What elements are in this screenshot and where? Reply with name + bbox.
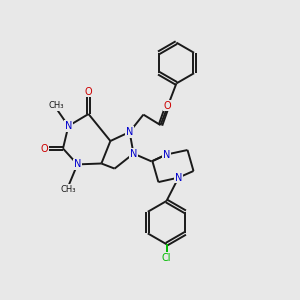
Text: O: O	[85, 86, 92, 97]
Text: N: N	[126, 127, 133, 137]
Text: O: O	[40, 143, 48, 154]
Text: N: N	[175, 172, 182, 183]
Text: CH₃: CH₃	[49, 101, 64, 110]
Text: N: N	[130, 148, 137, 159]
Text: N: N	[74, 159, 81, 170]
Text: N: N	[65, 121, 72, 131]
Text: CH₃: CH₃	[61, 184, 76, 194]
Text: N: N	[163, 149, 170, 160]
Text: Cl: Cl	[162, 253, 171, 263]
Text: O: O	[164, 100, 171, 111]
